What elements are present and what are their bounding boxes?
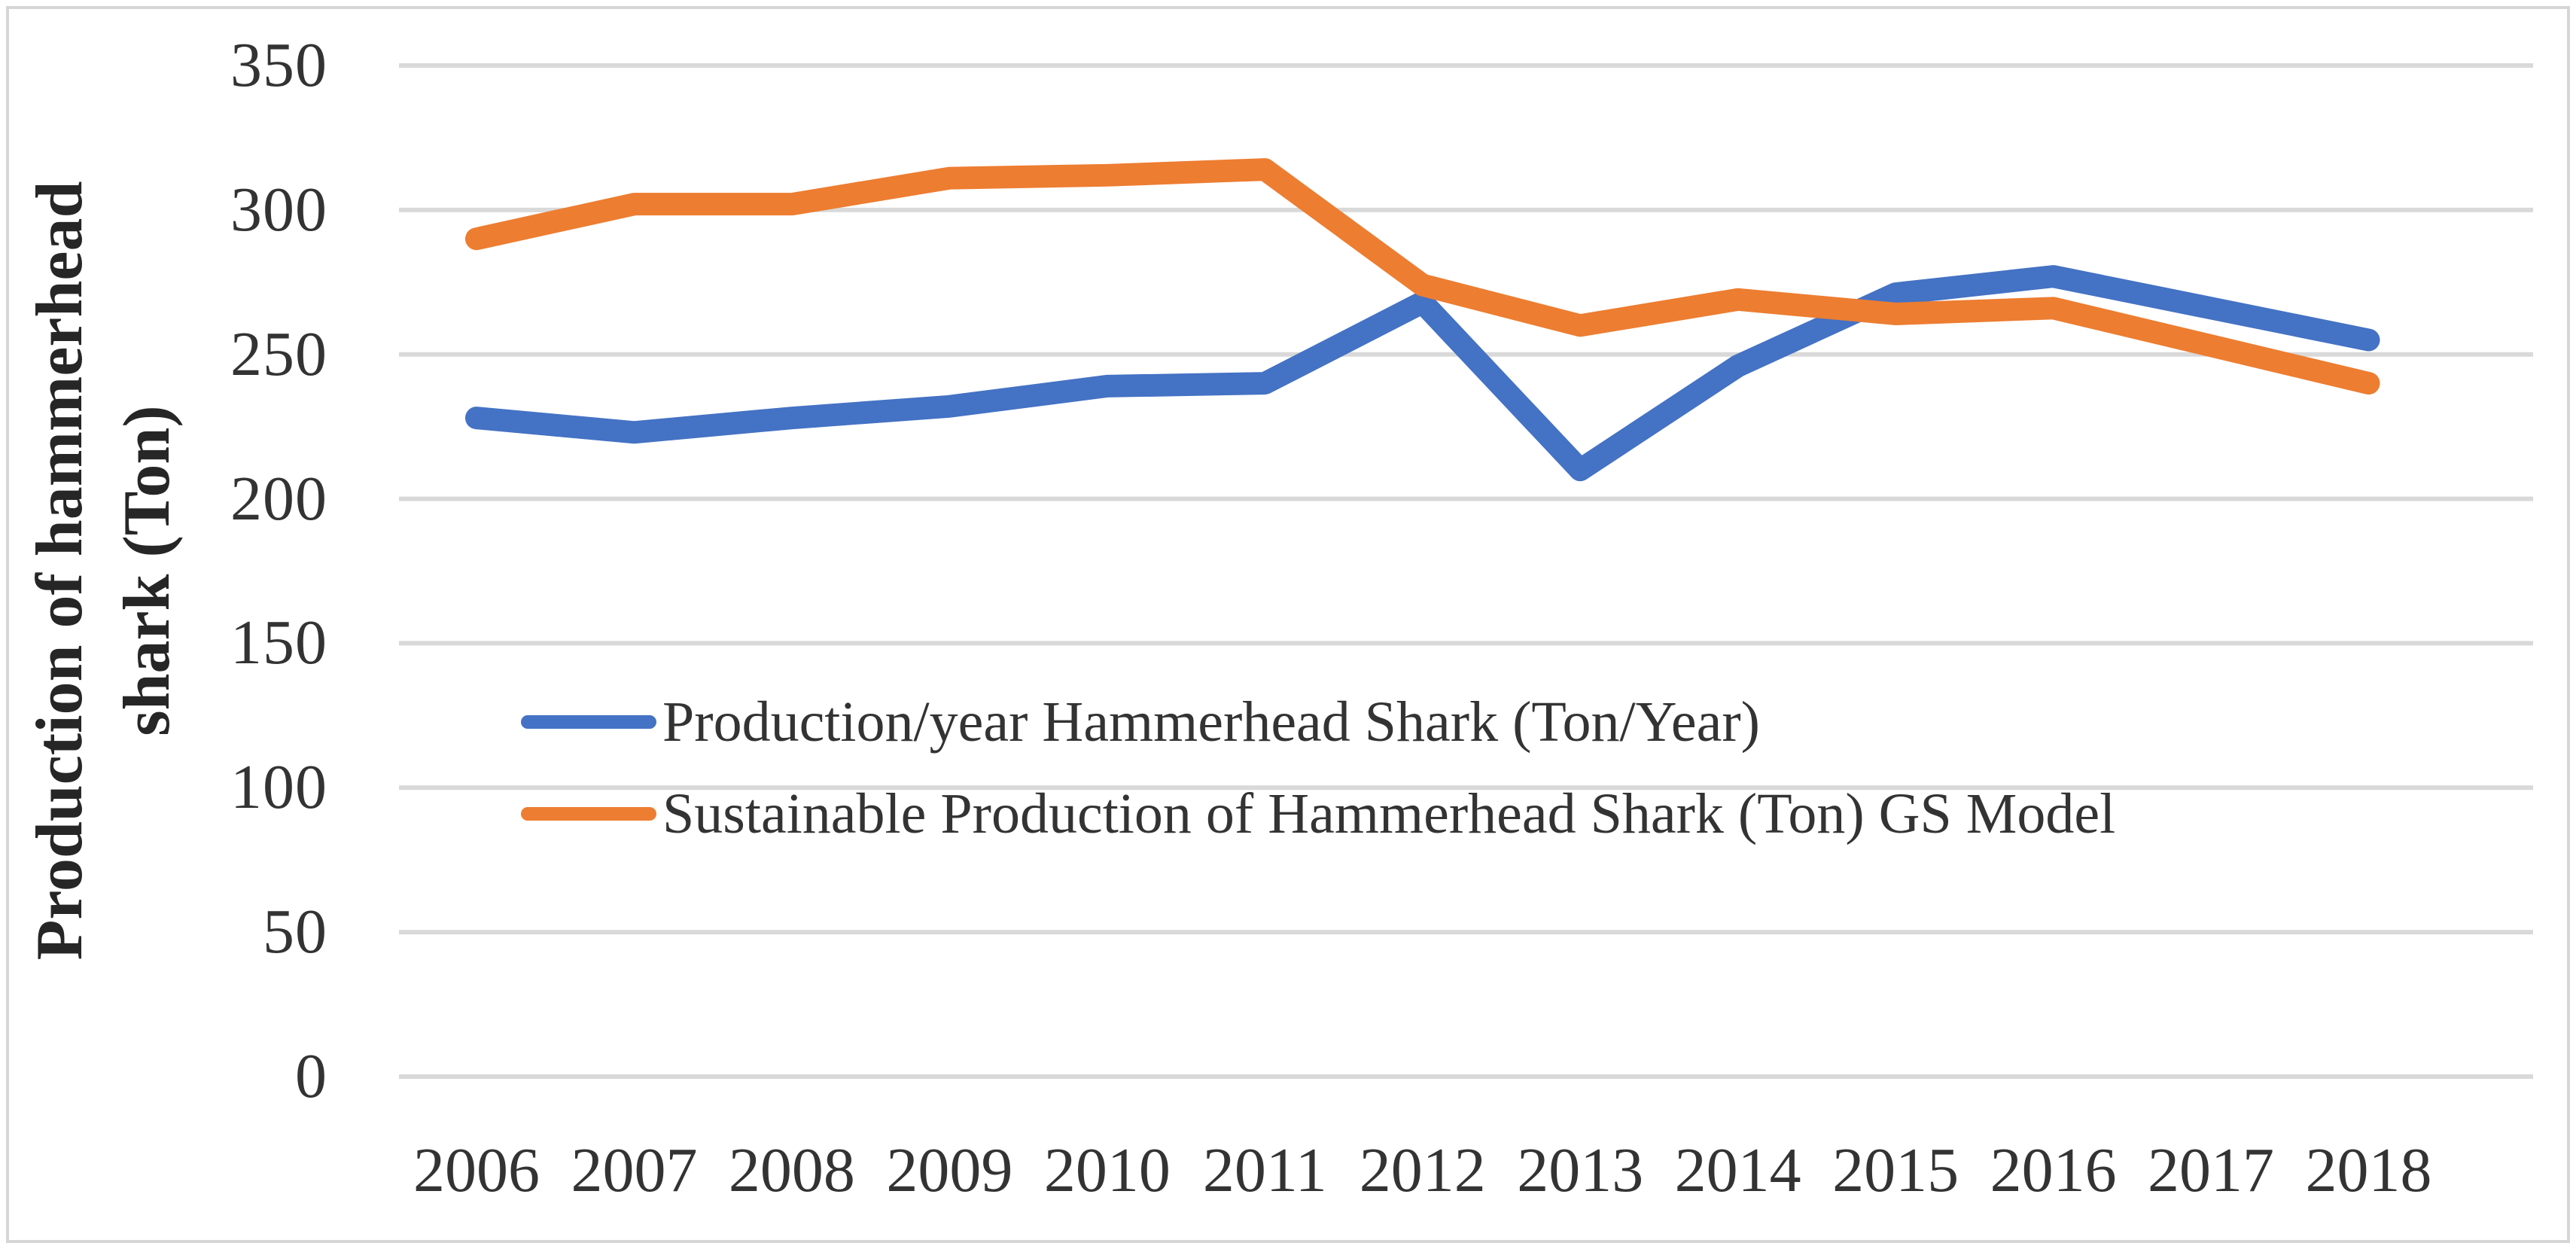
- x-tick-label-2015: 2015: [1832, 1135, 1959, 1205]
- y-axis-title-line1: Production of hammerhead: [23, 181, 96, 961]
- y-tick-label-250: 250: [230, 318, 327, 389]
- legend-item-sustainable: Sustainable Production of Hammerhead Sha…: [521, 768, 2115, 860]
- y-tick-label-50: 50: [263, 897, 327, 967]
- x-tick-label-2007: 2007: [571, 1135, 698, 1205]
- legend-swatch-production: [521, 715, 656, 729]
- series-line-0: [465, 265, 2380, 482]
- x-tick-label-2017: 2017: [2148, 1135, 2275, 1205]
- x-tick-label-2008: 2008: [728, 1135, 855, 1205]
- y-tick-label-350: 350: [230, 30, 327, 100]
- x-tick-label-2018: 2018: [2305, 1135, 2432, 1205]
- legend-swatch-sustainable: [521, 807, 656, 821]
- legend: Production/year Hammerhead Shark (Ton/Ye…: [521, 676, 2115, 860]
- x-tick-label-2009: 2009: [886, 1135, 1013, 1205]
- x-tick-label-2016: 2016: [1990, 1135, 2117, 1205]
- y-tick-label-150: 150: [230, 608, 327, 678]
- legend-label-sustainable: Sustainable Production of Hammerhead Sha…: [662, 781, 2116, 845]
- y-tick-label-100: 100: [230, 752, 327, 823]
- x-tick-label-2010: 2010: [1043, 1135, 1171, 1205]
- legend-item-production: Production/year Hammerhead Shark (Ton/Ye…: [521, 676, 2115, 768]
- y-tick-label-0: 0: [295, 1041, 327, 1111]
- y-tick-label-300: 300: [230, 174, 327, 245]
- x-tick-label-2014: 2014: [1674, 1135, 1801, 1205]
- x-tick-label-2012: 2012: [1359, 1135, 1486, 1205]
- y-tick-label-200: 200: [230, 463, 327, 534]
- x-tick-label-2013: 2013: [1517, 1135, 1644, 1205]
- x-tick-label-2006: 2006: [413, 1135, 540, 1205]
- x-tick-label-2011: 2011: [1202, 1135, 1327, 1205]
- legend-label-production: Production/year Hammerhead Shark (Ton/Ye…: [662, 690, 1760, 754]
- series-line-1: [465, 158, 2380, 395]
